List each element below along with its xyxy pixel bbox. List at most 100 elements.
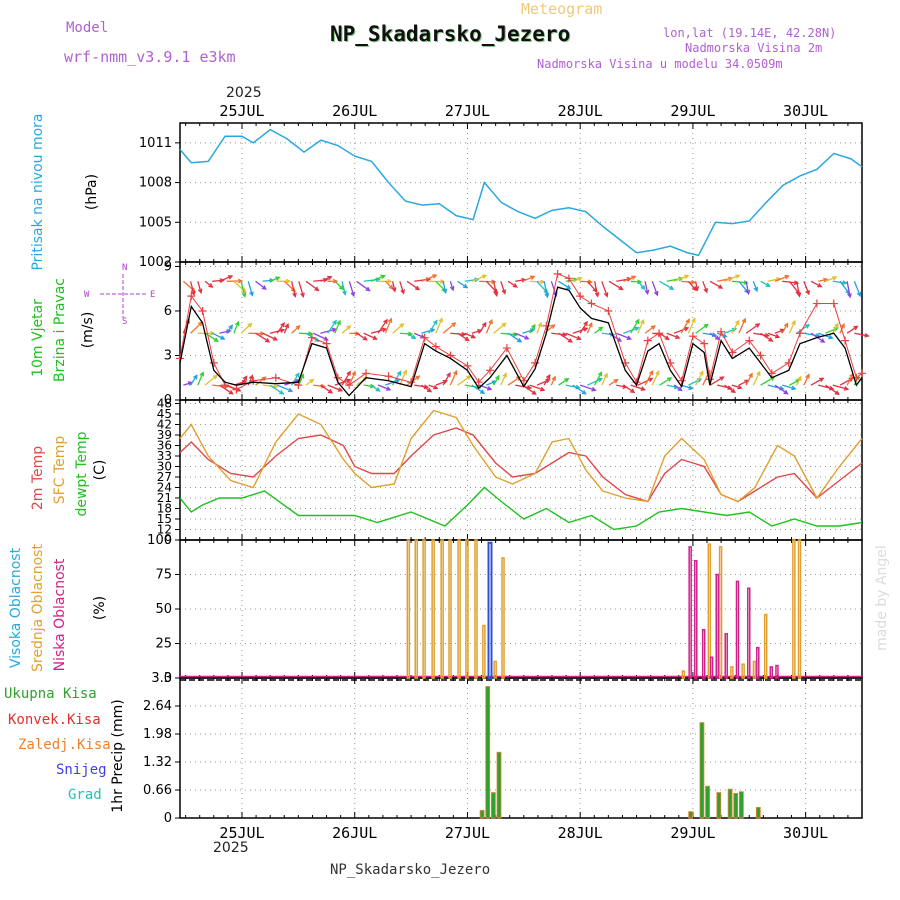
chart-subtitle: Meteogram — [521, 0, 603, 18]
wind-arrow-head — [461, 331, 467, 337]
wind-arrow-head — [529, 328, 536, 333]
wind-arrow-head — [300, 292, 305, 298]
x-tick-label: 27JUL — [445, 824, 490, 842]
wind-arrow-head — [630, 388, 636, 394]
wind-arrow — [305, 379, 314, 386]
wind-arrow — [586, 280, 597, 292]
wind-arrow-head — [669, 285, 675, 290]
wind-gust-marker — [362, 369, 370, 378]
precip-bar — [688, 811, 694, 819]
wind-arrow — [255, 332, 270, 343]
chart-title: NP_Skadarsko_Jezero — [330, 22, 571, 46]
panel-frame — [179, 122, 863, 263]
wind-arrow-head — [530, 275, 536, 280]
wind-arrow-head — [275, 276, 281, 281]
wind-arrow — [543, 324, 555, 334]
wind-arrow-head — [495, 374, 500, 381]
x-tick-label: 26JUL — [332, 102, 377, 120]
wind-arrow — [276, 384, 293, 392]
wind-arrow-head — [699, 370, 704, 376]
year-bottom: 2025 — [213, 840, 249, 856]
cloud-mid-bar — [422, 539, 426, 679]
wind-arrow-head — [190, 290, 196, 297]
wind-arrow-head — [664, 335, 670, 341]
cloud-low-bar — [724, 633, 728, 679]
wind-arrow — [471, 384, 485, 394]
wind-arrow-head — [280, 322, 285, 328]
wind-arrow-head — [703, 323, 709, 329]
wind-arrow — [442, 372, 451, 386]
wind-arrow-head — [248, 374, 254, 380]
direction-legend: E — [150, 290, 155, 300]
y-tick-label: 0 — [164, 811, 172, 826]
wind-gust-marker — [232, 385, 241, 394]
wind-arrow-head — [228, 324, 234, 330]
wind-arrow-head — [227, 275, 234, 280]
wind-arrow — [558, 280, 571, 290]
wind-arrow-head — [748, 372, 753, 378]
wind-arrow — [601, 373, 608, 386]
wind-arrow — [673, 384, 682, 391]
precip-bar — [727, 788, 733, 819]
wind-arrow-head — [597, 377, 604, 383]
wind-gust-marker — [604, 306, 613, 315]
precip-legend-item: Grad — [68, 787, 102, 803]
cloud-mid-bar — [707, 543, 712, 679]
wind-arrow-head — [212, 374, 218, 380]
y-tick-label: 3 — [164, 348, 172, 363]
precip-legend-item: Ukupna Kisa — [4, 686, 97, 702]
wind-arrow-head — [817, 283, 823, 288]
y-tick-label: 0 — [164, 393, 172, 408]
wind-arrow — [399, 332, 412, 335]
wind-arrow — [565, 332, 581, 340]
wind-arrow-head — [640, 386, 647, 391]
wind-arrow — [341, 325, 351, 334]
wind-arrow — [377, 319, 388, 334]
wind-arrow-head — [853, 325, 859, 331]
wind-arrow — [818, 278, 828, 282]
wind-arrow-head — [512, 283, 518, 288]
cloud-mid-bar — [431, 539, 435, 679]
y-tick-label: 1008 — [139, 176, 172, 191]
x-tick-label: 25JUL — [219, 824, 264, 842]
wind-arrow — [659, 280, 674, 290]
y-tick-label: 75 — [155, 568, 172, 583]
x-tick-label: 30JUL — [783, 102, 828, 120]
wind-arrow-head — [342, 290, 347, 296]
wind-arrow-head — [531, 323, 536, 330]
wind-arrow — [492, 281, 498, 296]
wind-arrow — [421, 384, 432, 393]
direction-legend: W — [84, 290, 90, 300]
wind-arrow-head — [449, 285, 455, 292]
wind-arrow-head — [784, 274, 790, 280]
wind-arrow-head — [249, 291, 254, 297]
wind-arrow-head — [197, 288, 203, 294]
wind-arrow — [572, 277, 582, 282]
direction-legend: S — [122, 317, 127, 327]
wind-arrow-head — [677, 386, 683, 392]
wind-arrow — [608, 332, 622, 342]
wind-arrow-head — [241, 292, 247, 299]
wind-arrow-head — [639, 318, 645, 325]
wind-arrow — [601, 281, 608, 297]
panel-frame — [179, 677, 863, 819]
wind-arrow-head — [834, 322, 839, 328]
cloud-mid-bar — [797, 539, 802, 679]
wind-arrow-head — [847, 292, 852, 299]
wind-gust-marker — [542, 321, 551, 330]
wind-arrow — [421, 274, 437, 282]
wind-arrow — [370, 384, 380, 392]
wind-gust-marker — [812, 299, 821, 308]
x-tick-label: 25JUL — [219, 102, 264, 120]
wind-arrow — [846, 325, 858, 334]
wind-arrow — [637, 319, 645, 334]
wind-arrow — [738, 379, 749, 386]
wind-arrow — [269, 276, 280, 282]
wind-arrow — [370, 275, 385, 282]
wind-gust-marker — [531, 358, 540, 367]
wind-arrow-head — [320, 383, 327, 389]
wind-arrow — [219, 275, 233, 282]
precip-bar — [479, 809, 485, 819]
wind-arrow — [623, 327, 639, 334]
wind-arrow — [529, 384, 545, 391]
